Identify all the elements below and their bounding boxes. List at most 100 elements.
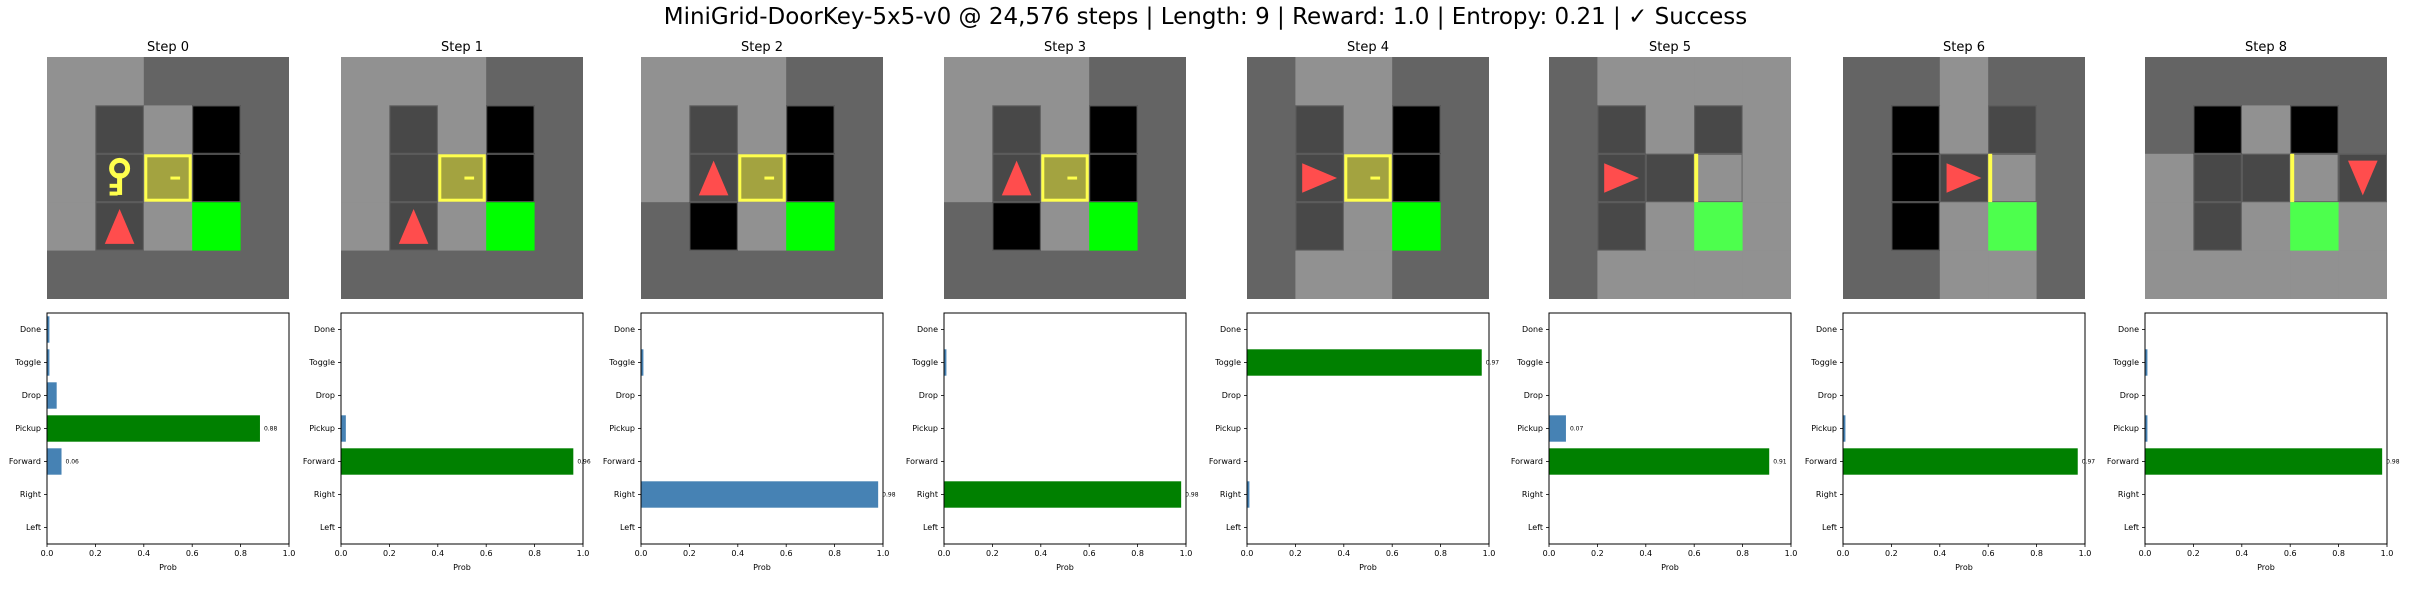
cell-outline [486,105,535,154]
grid-cell [1440,153,1489,203]
x-tick-label: 0.4 [1034,549,1047,558]
cell-outline [2338,153,2387,203]
cell-outline [2193,105,2242,154]
grid-cell [1343,250,1393,299]
grid-cell [641,153,690,203]
y-tick-label: Right [20,490,41,499]
grid-cell [2338,250,2387,299]
cell-outline [192,105,241,154]
grid-cell [2241,202,2291,251]
bar-forward [341,448,574,475]
y-tick-label: Toggle [1214,358,1241,367]
grid-cell [2193,105,2243,155]
step-panel: Step 5 Left Right Forward 0.91 Pickup 0.07 Dro… [1511,36,1798,606]
step-panel: Step 2 Left Right 0.98 Forward Pickup Drop Tog… [603,36,896,606]
y-tick-label: Right [314,490,335,499]
grid-cell [1295,105,1345,155]
cell-outline [2241,153,2291,203]
bar-value-label: 0.98 [1185,492,1199,499]
grid-cell [486,202,535,251]
grid-cell [534,250,583,299]
grid-cell [1392,250,1441,299]
x-tick-label: 0.8 [1736,549,1749,558]
grid-cell [1295,57,1345,106]
grid-cell [2241,250,2291,299]
grid-cell [240,57,289,106]
grid-cell [834,153,883,203]
grid-cell [834,202,883,251]
y-tick-label: Pickup [15,424,41,433]
cell-outline [389,202,438,251]
grid-cell [1040,250,1090,299]
grid-cell [1247,250,1296,299]
door-lock-icon [170,176,181,180]
grid-cell [1694,153,1743,203]
grid-cell [192,202,241,251]
x-axis-label: Prob [1661,563,1679,572]
step-title: Step 2 [740,40,783,55]
y-tick-label: Right [2118,490,2139,499]
grid-cell [1343,202,1393,251]
grid-cell [1089,250,1138,299]
grid-cell [737,202,787,251]
grid-cell [1597,202,1647,251]
grid-cell [641,250,690,299]
step-title: Step 1 [440,40,483,55]
grid-cell [389,153,439,203]
y-tick-label: Forward [303,457,335,466]
cell-outline [95,153,144,203]
grid-cell [1694,105,1743,155]
x-axis-label: Prob [1359,563,1377,572]
bar-pickup [1549,415,1566,442]
grid-cell [1843,250,1892,299]
grid-cell [689,250,739,299]
grid-cell [1137,57,1186,106]
grid-cell [2338,105,2387,155]
grid-cell [1843,153,1892,203]
grid-cell [143,105,193,155]
y-tick-label: Right [1220,490,1241,499]
cell-outline [992,153,1041,203]
grid-cell [1295,250,1345,299]
grid-cell [486,57,535,106]
x-axis-label: Prob [159,563,177,572]
step-panel: Step 1 Left Right Forward 0.96 Pickup Drop Tog… [303,36,591,606]
grid-cell [786,105,835,155]
grid-cell [192,105,241,155]
grid-cell [1988,202,2037,251]
y-tick-label: Drop [22,391,41,400]
y-tick-label: Drop [616,391,635,400]
x-tick-label: 0.4 [1337,549,1350,558]
bar-toggle [641,349,644,376]
y-tick-label: Forward [603,457,635,466]
grid-cell [2145,57,2194,106]
grid-cell [95,105,145,155]
y-tick-label: Toggle [2112,358,2139,367]
grid-cell [1988,153,2037,203]
bar-right [641,481,879,508]
axes-frame [1246,312,1490,545]
grid-cell [1343,57,1393,106]
x-tick-label: 0.2 [1289,549,1302,558]
grid-cell [1891,250,1941,299]
grid-cell [2145,105,2194,155]
x-axis-label: Prob [2257,563,2275,572]
y-tick-label: Toggle [308,358,335,367]
grid-cell [534,153,583,203]
bar-toggle [47,349,50,376]
step-panel: Step 8 Left Right Forward 0.98 Pickup Drop Tog… [2107,36,2400,606]
grid-cell [47,202,96,251]
cell-outline [689,153,738,203]
grid-cell [641,57,690,106]
grid-cell [2036,202,2085,251]
grid-cell [1549,202,1598,251]
x-tick-label: 0.6 [1688,549,1701,558]
y-tick-label: Right [917,490,938,499]
grid-cell [437,250,487,299]
grid-cell [1137,105,1186,155]
step-title: Step 4 [1346,40,1389,55]
y-tick-label: Toggle [608,358,635,367]
axes-frame [1842,312,2086,545]
grid-cell [1891,57,1941,106]
open-door-icon [2290,153,2295,203]
